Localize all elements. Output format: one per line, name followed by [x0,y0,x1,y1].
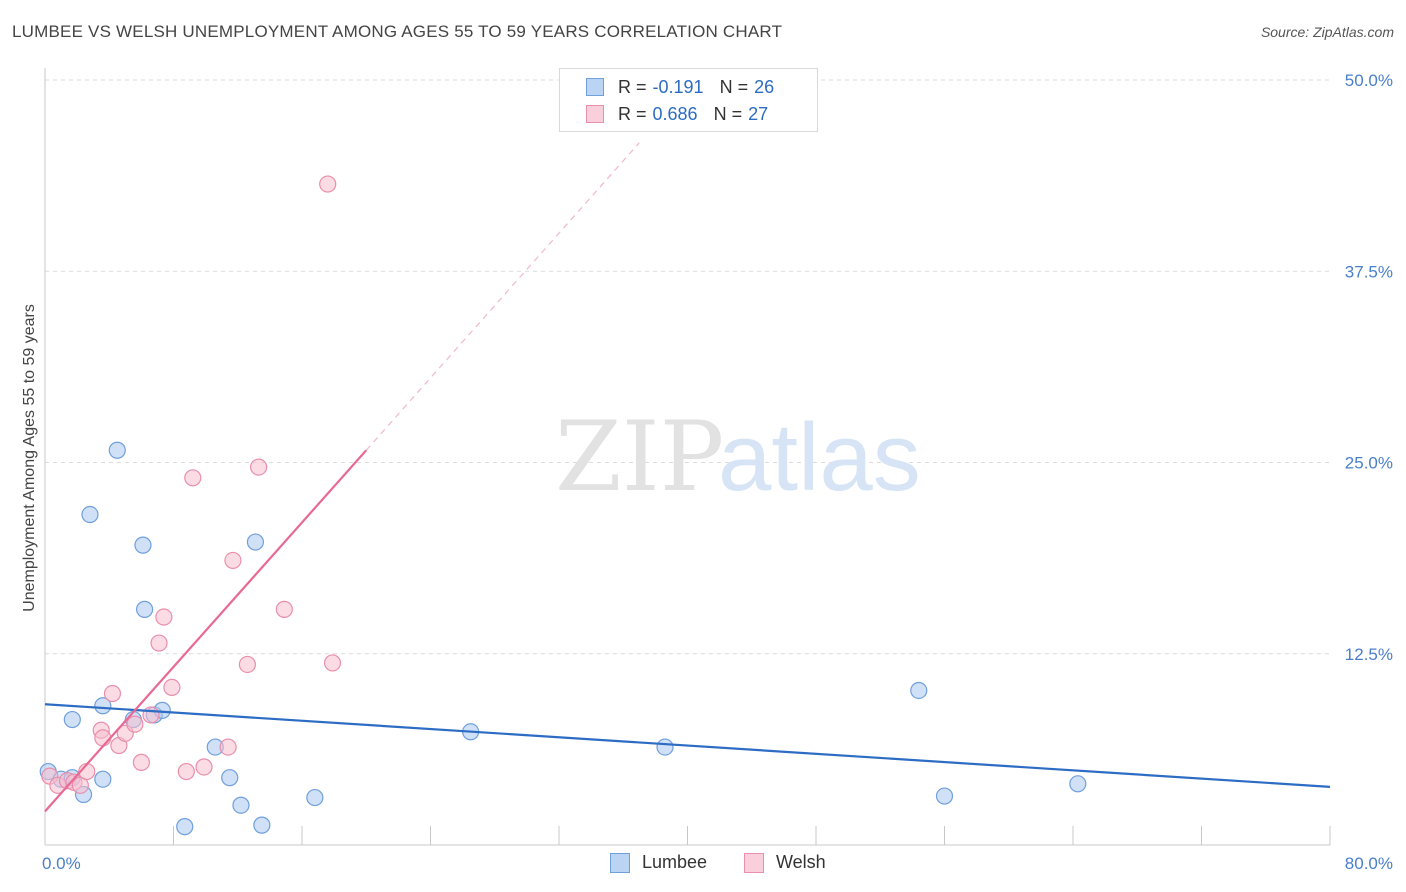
welsh-point [150,634,168,652]
welsh-point [94,729,112,747]
correlation-legend: R = -0.191 N = 26 R = 0.686 N = 27 [559,68,818,132]
lumbee-n-label: N = [719,76,749,97]
axis-layer [44,68,1331,846]
welsh-trend-line [44,449,368,813]
welsh-point [224,551,242,570]
welsh-point [142,706,160,724]
lumbee-point [94,770,112,788]
series-legend-welsh: Welsh [744,852,826,873]
lumbee-point [63,710,81,729]
lumbee-point [108,441,126,459]
welsh-n-label: N = [713,103,743,124]
lumbee-n-value: 26 [754,76,775,97]
lumbee-point [232,796,250,814]
series-legend-lumbee-swatch [610,852,630,873]
lumbee-trend-line [44,703,1331,788]
welsh-point [126,715,144,733]
lumbee-point [134,536,152,554]
legend-row-lumbee: R = -0.191 N = 26 [586,75,774,99]
watermark: ZIP atlas [555,401,921,513]
chart-source: Source: ZipAtlas.com [1260,24,1394,40]
welsh-point [195,758,213,776]
tick-labels: 12.5% 25.0% 37.5% 50.0% 0.0% 80.0% [42,71,1393,873]
lumbee-point [935,787,954,805]
x-tick-label: 0.0% [42,854,81,873]
series-legend-welsh-swatch [744,852,764,873]
chart-title: LUMBEE VS WELSH UNEMPLOYMENT AMONG AGES … [12,22,783,41]
welsh-point [250,458,268,476]
welsh-point [323,654,342,672]
welsh-n-value: 27 [748,103,769,124]
lumbee-point [656,738,674,756]
x-tick-label: 80.0% [1345,854,1393,873]
series-legend-lumbee-label: Lumbee [642,852,708,872]
lumbee-point [910,681,928,700]
lumbee-point [176,818,194,836]
y-tick-label: 50.0% [1345,71,1393,90]
lumbee-point [94,697,112,715]
y-tick-label: 37.5% [1345,262,1393,281]
welsh-point [163,678,181,697]
welsh-trend-extension [365,142,640,451]
y-axis-label: Unemployment Among Ages 55 to 59 years [21,304,38,612]
watermark-zip: ZIP [555,401,724,513]
welsh-point [219,738,237,756]
welsh-point [275,600,293,618]
welsh-r-label: R = [618,103,647,124]
welsh-point [184,469,202,487]
series-legend-welsh-label: Welsh [776,852,826,872]
lumbee-r-label: R = [618,76,647,97]
series-legend-lumbee: Lumbee [610,852,707,873]
welsh-point [319,175,337,193]
legend-row-welsh: R = 0.686 N = 27 [586,102,768,126]
lumbee-point [81,505,99,524]
lumbee-swatch [586,78,604,96]
welsh-point [103,684,122,703]
lumbee-point [246,533,265,551]
lumbee-point [1069,775,1087,793]
welsh-point [238,655,256,674]
welsh-point [177,762,195,781]
watermark-atlas: atlas [718,404,921,511]
lumbee-point [306,788,324,807]
lumbee-r-value: -0.191 [652,76,704,97]
welsh-point [71,776,89,794]
series-legend: Lumbee Welsh [0,852,1406,876]
welsh-r-value: 0.686 [652,103,698,124]
trend-lines [44,142,1331,813]
lumbee-point [253,816,271,834]
lumbee-point [221,769,239,787]
y-tick-label: 12.5% [1345,645,1393,664]
y-tick-label: 25.0% [1345,454,1393,473]
lumbee-point [135,600,154,618]
welsh-swatch [586,105,604,123]
grid-layer [45,79,1330,655]
welsh-point [132,753,150,771]
welsh-point [155,608,173,626]
